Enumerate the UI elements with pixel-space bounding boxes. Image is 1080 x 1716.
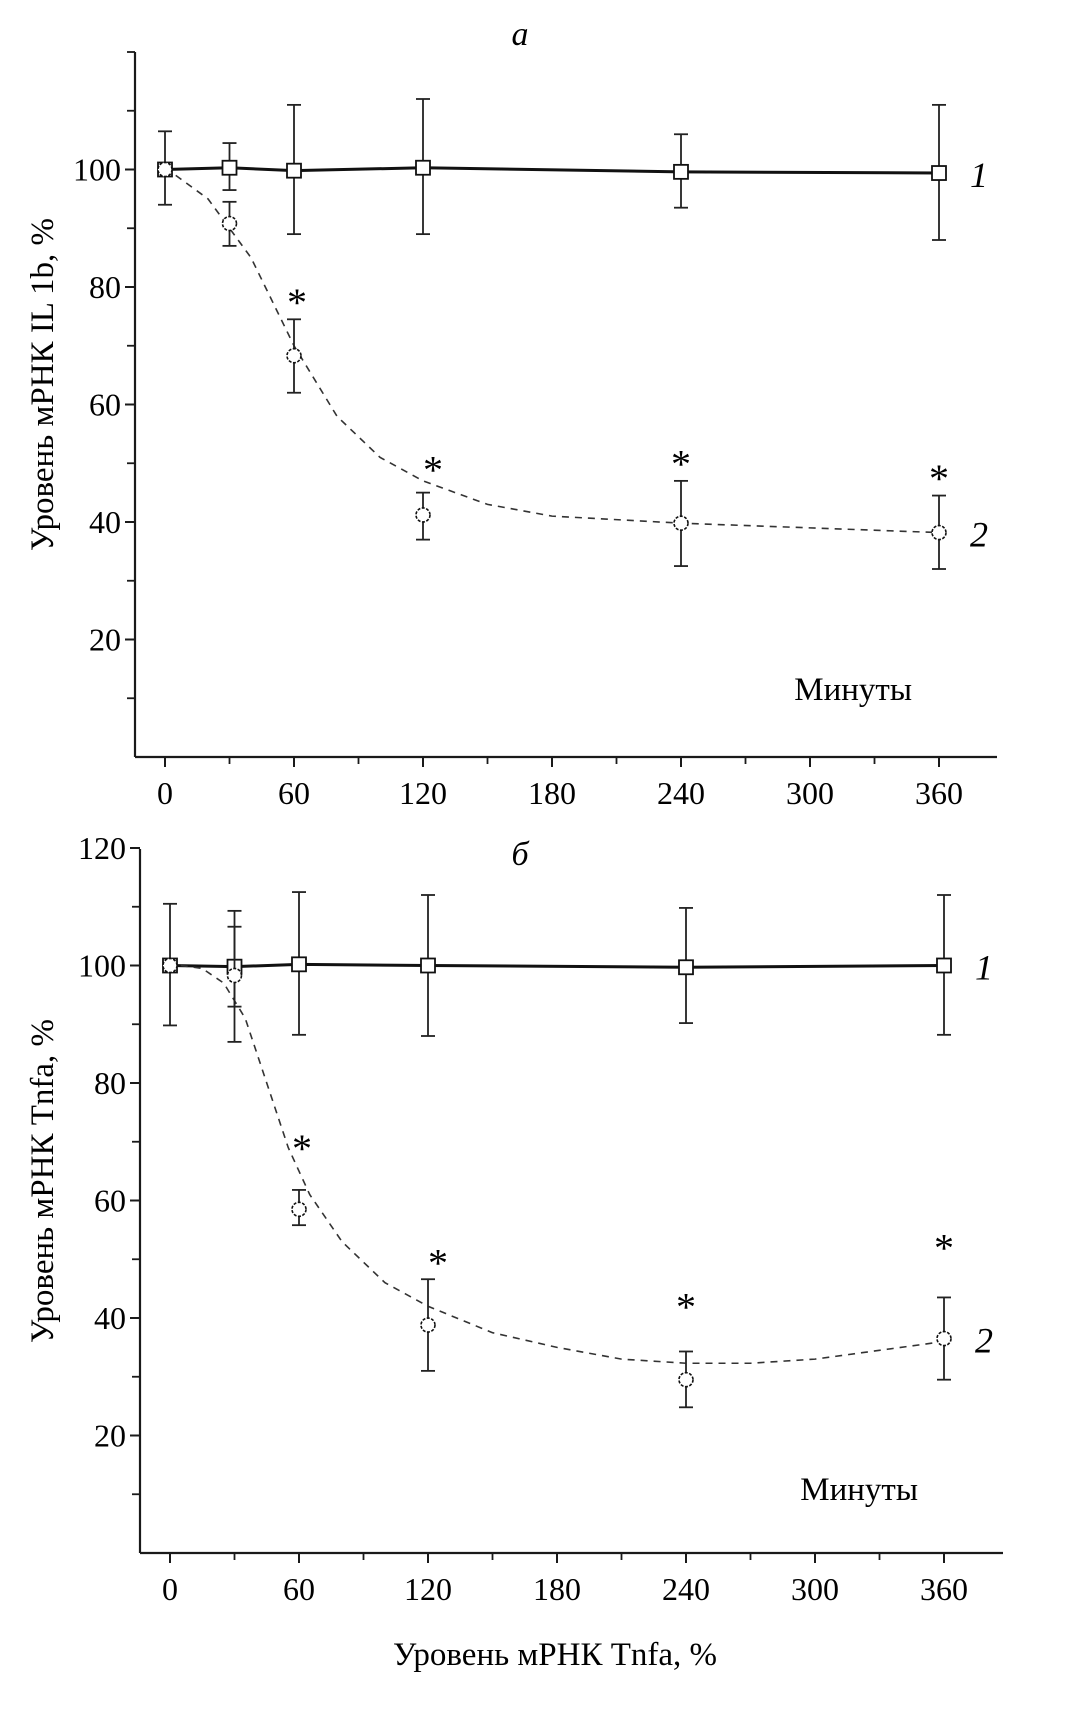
- data-point-circle: [162, 957, 178, 974]
- series-label: 1: [970, 155, 988, 195]
- figure-bottom-caption: Уровень мРНК Tnfa, %: [393, 1637, 717, 1673]
- data-point-square: [936, 957, 952, 974]
- x-tick-label: 120: [404, 1571, 452, 1607]
- x-tick-label: 0: [162, 1571, 178, 1607]
- significance-asterisk: *: [287, 280, 307, 325]
- series-line-1: [164, 166, 940, 175]
- x-tick-label: 60: [278, 775, 310, 811]
- x-tick-label: 300: [786, 775, 834, 811]
- y-axis-title: Уровень мРНК Tnfa, %: [25, 1019, 61, 1343]
- data-point-circle: [157, 161, 173, 178]
- y-axis-title: Уровень мРНК IL 1b, %: [25, 218, 61, 551]
- y-tick-label: 20: [94, 1418, 126, 1454]
- x-tick-label: 360: [920, 1571, 968, 1607]
- data-point-circle: [936, 1330, 952, 1347]
- x-tick-label: 120: [399, 775, 447, 811]
- y-tick-label: 120: [78, 830, 126, 866]
- series-fit-curve-2: [175, 174, 940, 534]
- x-axis-title: Минуты: [794, 672, 912, 708]
- data-point-circle: [291, 1201, 307, 1218]
- x-tick-label: 240: [662, 1571, 710, 1607]
- y-tick-label: 40: [94, 1300, 126, 1336]
- significance-asterisk: *: [423, 447, 443, 492]
- series-fit-curve-2: [180, 964, 945, 1365]
- panel-b-chart: 20 40 60 80 100 120 0 60 120 180 240 300 360 Уровень …: [25, 830, 1003, 1607]
- data-point-circle: [226, 967, 243, 984]
- x-tick-label: 180: [528, 775, 576, 811]
- series-label: 1: [975, 948, 993, 988]
- y-tick-label: 100: [73, 152, 121, 188]
- y-tick-label: 80: [94, 1065, 126, 1101]
- significance-asterisk: *: [292, 1126, 312, 1171]
- panel-label: б: [511, 836, 530, 873]
- significance-asterisk: *: [671, 441, 691, 486]
- data-point-circle: [221, 215, 238, 232]
- data-point-circle: [673, 515, 689, 531]
- data-point-square: [678, 959, 694, 976]
- panel-label: а: [512, 16, 529, 53]
- y-tick-label: 20: [89, 622, 121, 658]
- significance-asterisk: *: [428, 1240, 448, 1285]
- data-point-circle: [286, 347, 302, 364]
- data-point-circle: [931, 524, 947, 541]
- data-point-square: [291, 956, 307, 973]
- series-line-1: [169, 962, 945, 969]
- data-point-square: [415, 159, 431, 176]
- significance-asterisk: *: [934, 1226, 954, 1271]
- y-tick-label: 80: [89, 269, 121, 305]
- x-axis-title: Минуты: [800, 1472, 918, 1508]
- series-1: 1: [162, 891, 993, 1043]
- y-tick-label: 60: [94, 1183, 126, 1219]
- y-tick-label: 40: [89, 504, 121, 540]
- significance-asterisk: *: [676, 1284, 696, 1329]
- data-point-circle: [420, 1317, 436, 1333]
- y-tick-label: 100: [78, 948, 126, 984]
- x-tick-label: 0: [157, 775, 173, 811]
- y-tick-label: 60: [89, 387, 121, 423]
- significance-asterisk: *: [929, 456, 949, 501]
- x-tick-label: 300: [791, 1571, 839, 1607]
- data-point-square: [221, 159, 238, 176]
- series-label: 2: [975, 1321, 993, 1361]
- series-2: 2: [162, 925, 993, 1409]
- series-2: 2: [157, 161, 988, 570]
- x-tick-label: 60: [283, 1571, 315, 1607]
- x-tick-label: 360: [915, 775, 963, 811]
- series-1: 1: [157, 98, 988, 241]
- data-point-square: [286, 162, 302, 179]
- x-tick-label: 180: [533, 1571, 581, 1607]
- data-point-circle: [415, 507, 431, 523]
- data-point-square: [673, 163, 689, 180]
- data-point-circle: [678, 1371, 694, 1388]
- x-tick-label: 240: [657, 775, 705, 811]
- series-label: 2: [970, 515, 988, 555]
- panel-a-chart: 20 40 60 80 100 0 60 120 180 240 300 360 Уровень мРН…: [25, 16, 997, 811]
- data-point-square: [931, 165, 947, 181]
- data-point-square: [420, 957, 436, 974]
